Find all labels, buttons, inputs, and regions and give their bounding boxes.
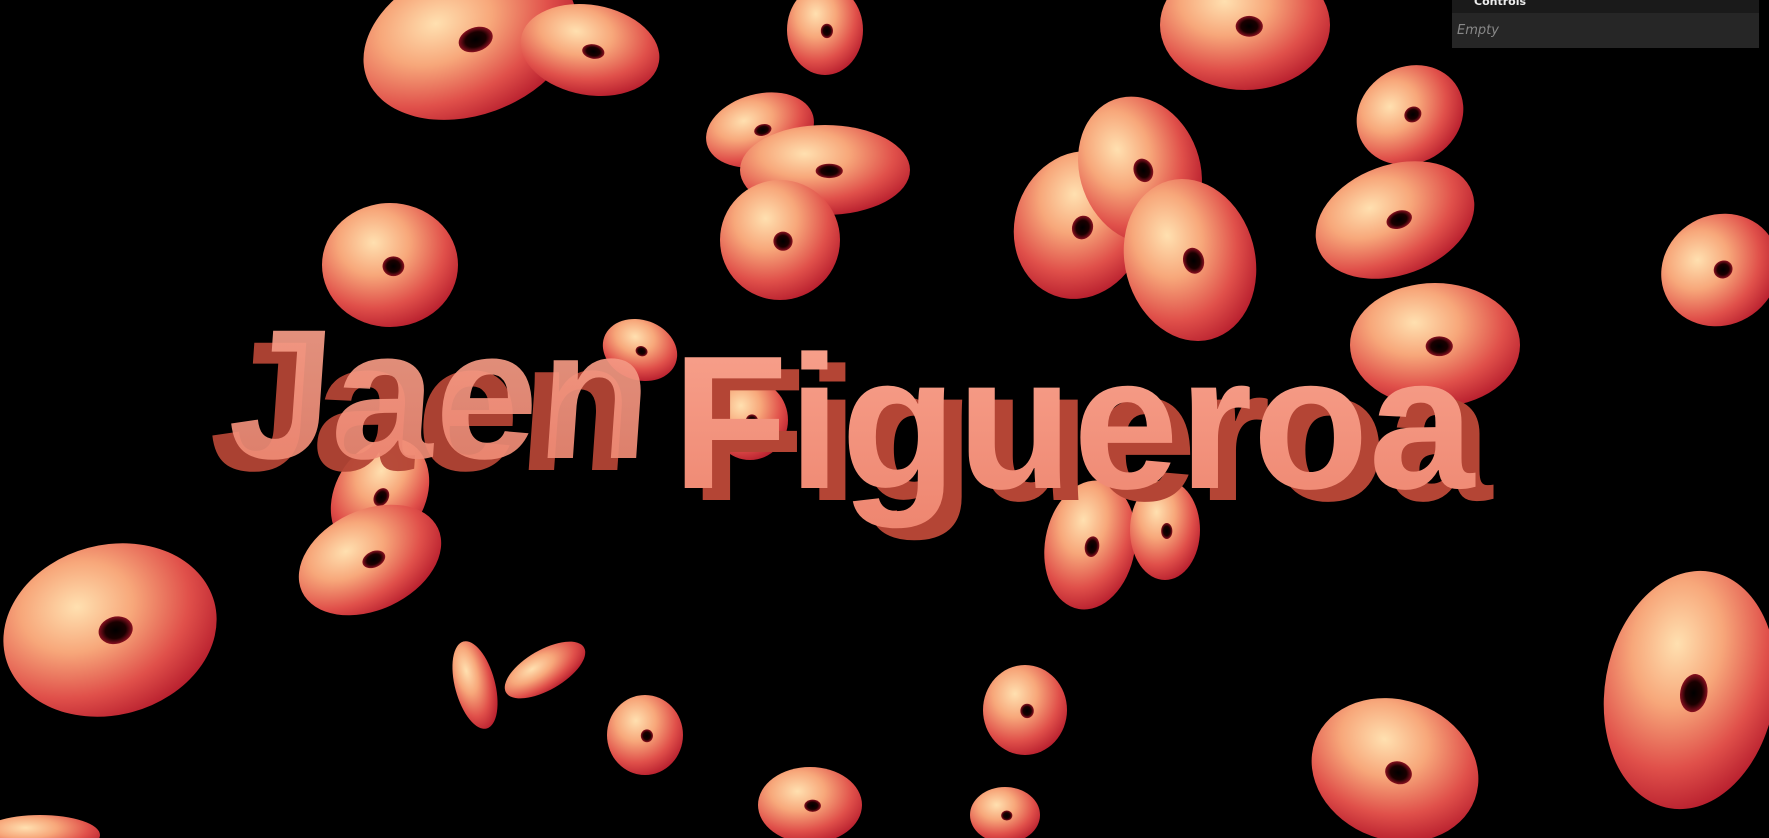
headline-first-name: Jaen	[223, 291, 659, 498]
torus-shape	[1356, 65, 1464, 165]
headline-last-name: Figueroa	[672, 317, 1476, 529]
torus-shape	[3, 543, 217, 717]
torus-shape	[1123, 179, 1257, 341]
torus-shape	[1350, 283, 1520, 407]
torus-shape	[0, 815, 100, 838]
torus-shape	[1603, 570, 1769, 810]
torus-shape	[602, 318, 678, 382]
controls-panel-title[interactable]: Controls	[1474, 0, 1527, 8]
torus-shape	[363, 0, 577, 120]
headline-last-extrusion: Figueroa	[690, 329, 1494, 541]
headline-3d-text: Jaen Jaen Figueroa Figueroa	[204, 291, 1493, 541]
controls-panel: Controls Empty	[1452, 0, 1759, 48]
torus-shape	[1044, 480, 1136, 610]
torus-shape	[983, 665, 1067, 755]
torus-shape	[504, 641, 586, 699]
torus-shape	[1130, 480, 1200, 580]
headline-first-extrusion: Jaen	[204, 303, 640, 510]
torus-shape	[758, 767, 862, 838]
torus-shape	[1311, 698, 1479, 838]
torus-shape	[322, 203, 458, 327]
torus-shape	[787, 0, 863, 75]
torus-shape	[520, 4, 660, 96]
torus-shape	[712, 380, 788, 460]
torus-shape	[1661, 213, 1769, 327]
torus-shape	[607, 695, 683, 775]
torus-shape	[1315, 161, 1475, 279]
torus-shape	[720, 180, 840, 300]
torus-shape	[1160, 0, 1330, 90]
torus-shape	[970, 787, 1040, 838]
torus-shape	[298, 504, 442, 616]
controls-empty-label: Empty	[1452, 13, 1759, 48]
torus-shape	[452, 641, 498, 729]
